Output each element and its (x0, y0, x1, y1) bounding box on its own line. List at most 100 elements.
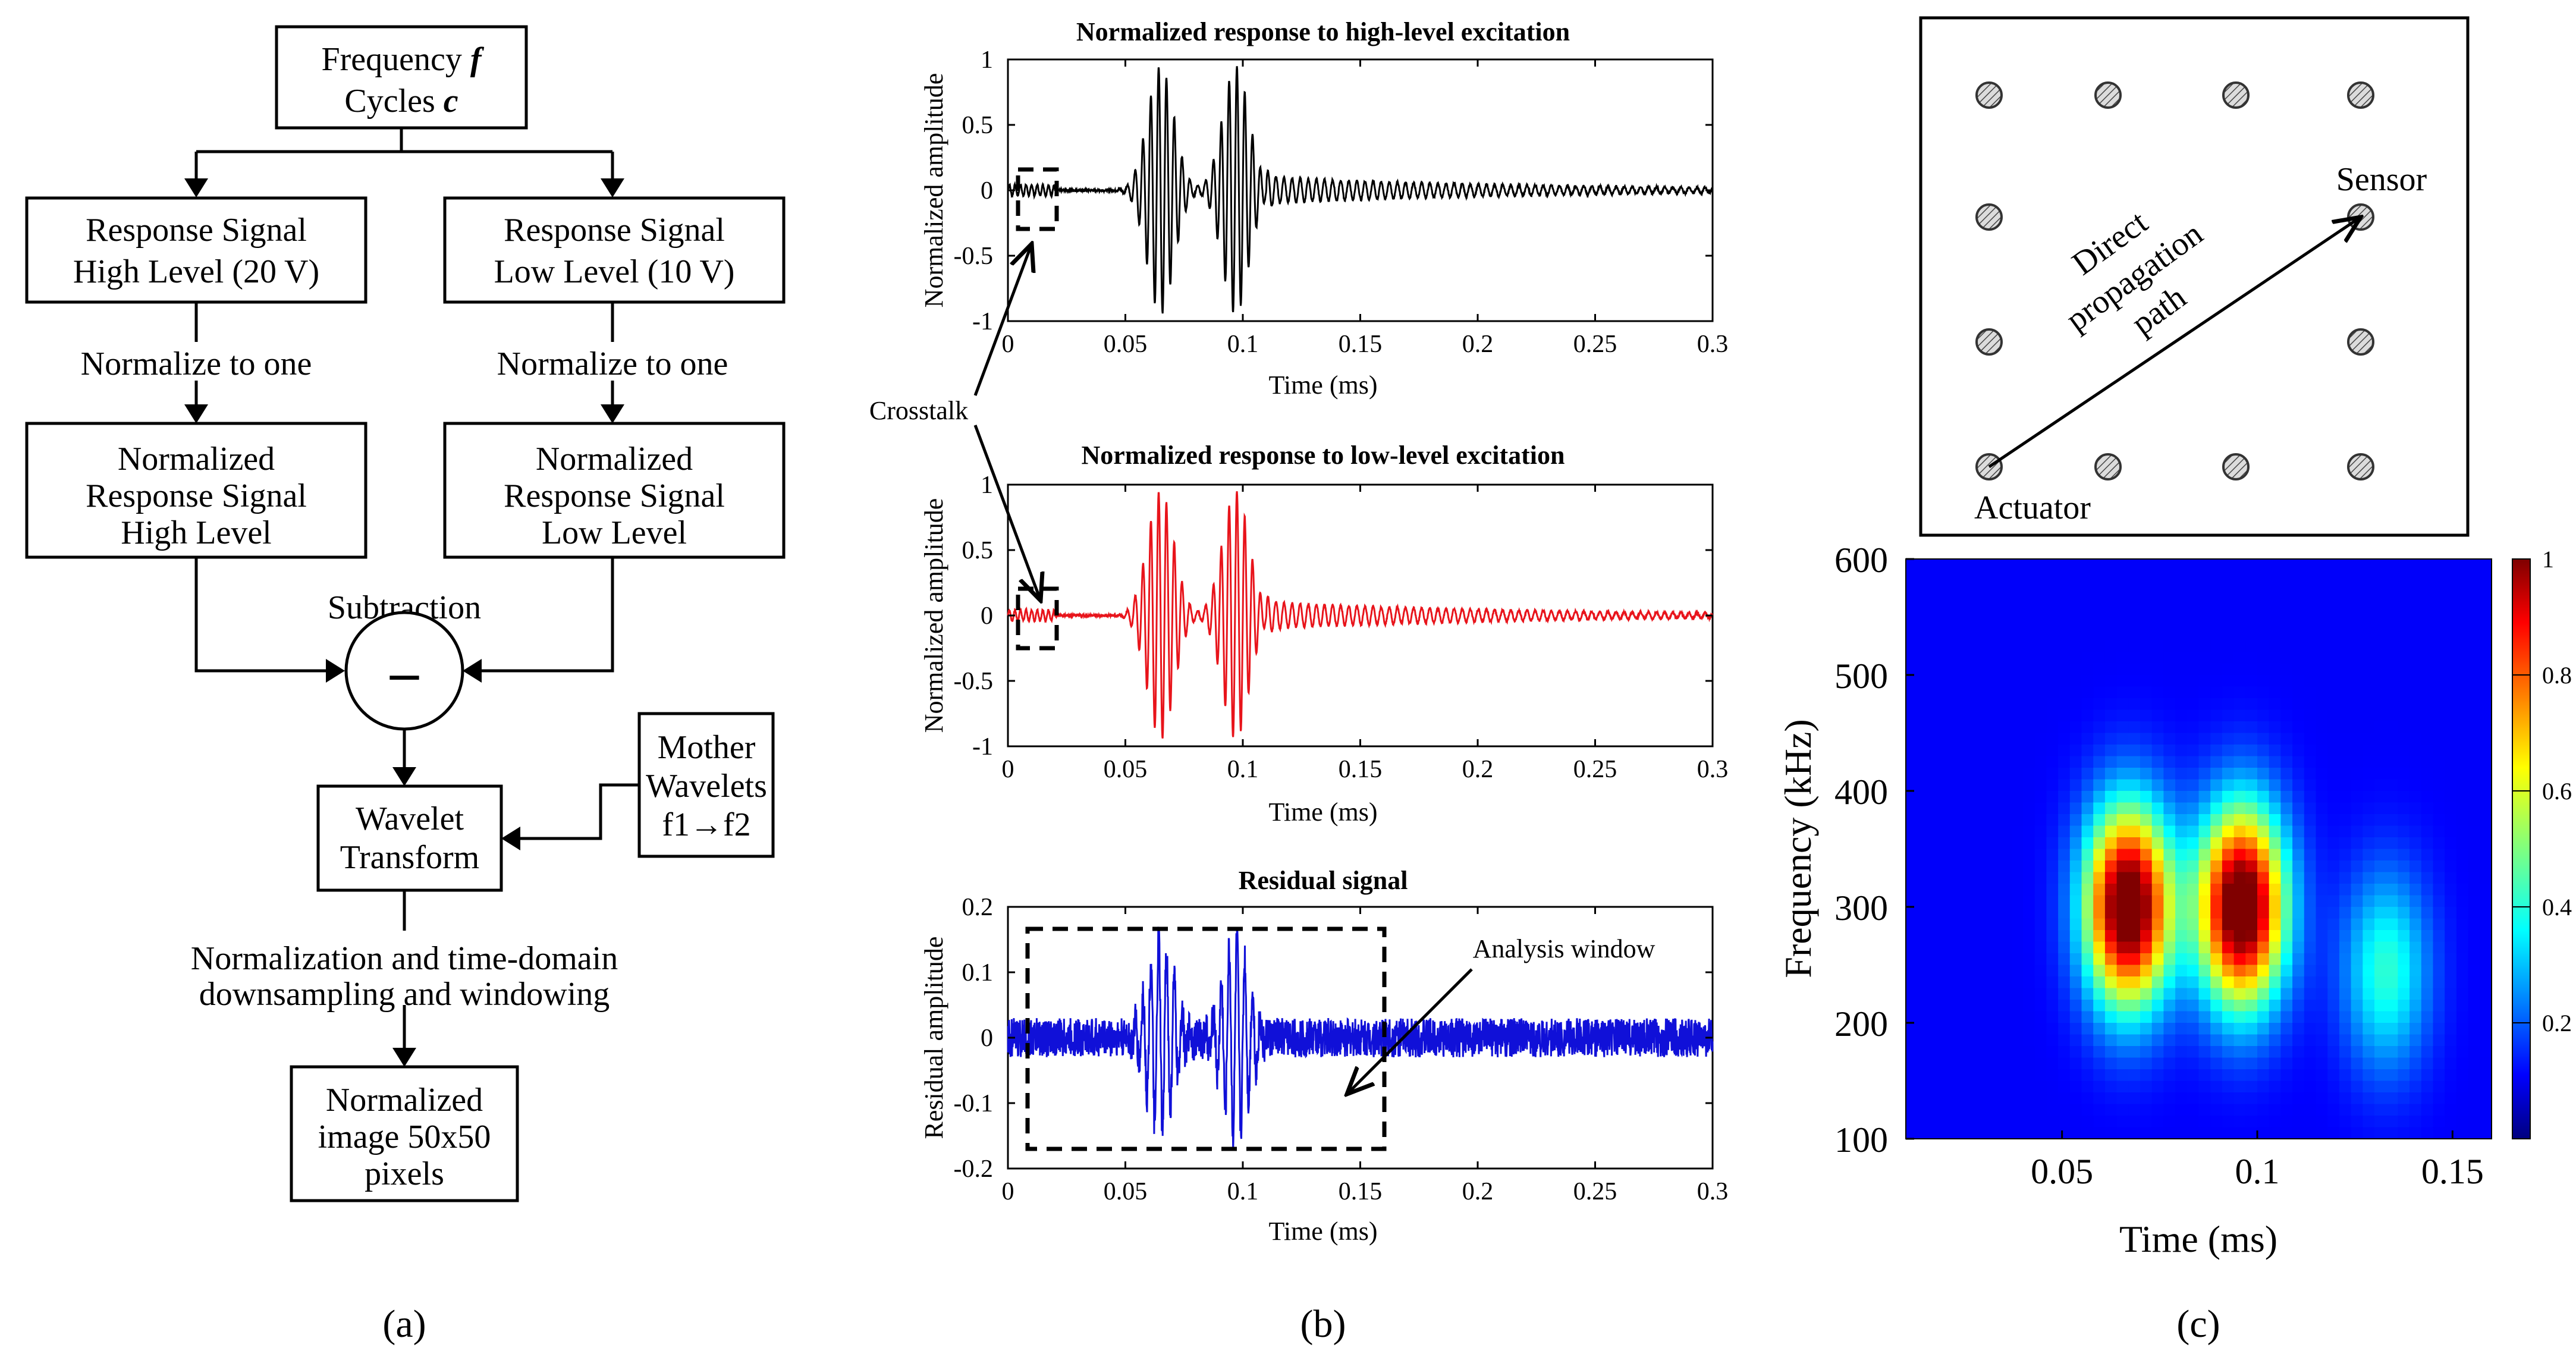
heatmap-cell (2104, 721, 2118, 734)
heatmap-cell (2163, 629, 2176, 641)
heatmap-cell (1941, 1116, 1953, 1128)
heatmap-cell (1964, 1104, 1977, 1116)
heatmap-cell (1917, 617, 1930, 629)
heatmap-cell (2327, 825, 2340, 838)
heatmap-cell (2280, 698, 2293, 711)
heatmap-cell (2081, 907, 2094, 919)
heatmap-cell (2210, 652, 2223, 664)
heatmap-cell (1964, 663, 1977, 676)
heatmap-cell (2327, 745, 2340, 757)
heatmap-cell (2222, 582, 2235, 595)
heatmap-cell (2433, 965, 2445, 977)
heatmap-cell (2421, 652, 2434, 664)
heatmap-cell (2292, 721, 2305, 734)
heatmap-cell (2445, 1081, 2457, 1093)
heatmap-cell (1964, 605, 1977, 618)
heatmap-cell (2480, 965, 2492, 977)
heatmap-cell (2480, 1011, 2492, 1023)
heatmap-cell (2245, 860, 2258, 873)
heatmap-cell (2198, 1000, 2211, 1012)
heatmap-cell (2433, 1023, 2445, 1035)
heatmap-cell (2175, 953, 2188, 966)
heatmap-cell (2046, 686, 2059, 699)
heatmap-cell (2327, 768, 2340, 780)
heatmap-cell (2480, 1046, 2492, 1059)
plate-diagram: Sensor Actuator Direct propagation path (1919, 16, 2470, 537)
heatmap-cell (2456, 570, 2469, 583)
heatmap-cell (1987, 1000, 2000, 1012)
heatmap-cell (2327, 976, 2340, 989)
heatmap-cell (2046, 745, 2059, 757)
heatmap-cell (2433, 582, 2445, 595)
heatmap-cell (2140, 825, 2153, 838)
heatmap-cell (2128, 1116, 2141, 1128)
heatmap-cell (2222, 941, 2235, 954)
heatmap-cell (2198, 814, 2211, 827)
heatmap-cell (2269, 941, 2281, 954)
heatmap-cell (2363, 582, 2375, 595)
heatmap-cell (1917, 988, 1930, 1000)
heatmap-cell (2409, 593, 2422, 606)
heatmap-cell (2104, 976, 2118, 989)
heatmap-cell (2210, 733, 2223, 745)
heatmap-cell (2210, 745, 2223, 757)
heatmap-cell (1987, 559, 2000, 571)
heatmap-cell (2398, 1104, 2410, 1116)
heatmap-cell (2386, 768, 2398, 780)
heatmap-cell (2292, 629, 2305, 641)
heatmap-cell (2163, 884, 2176, 896)
heatmap-cell (2363, 791, 2375, 803)
heatmap-cell (2409, 895, 2422, 907)
heatmap-cell (2316, 652, 2328, 664)
heatmap-cell (2233, 814, 2246, 827)
heatmap-cell (2058, 941, 2071, 954)
heatmap-cell (2433, 1092, 2445, 1105)
heatmap-cell (2187, 965, 2200, 977)
heatmap-cell (2081, 1127, 2094, 1139)
y-tick-label: -1 (972, 733, 993, 761)
heatmap-cell (2409, 849, 2422, 861)
heatmap-cell (2257, 791, 2270, 803)
heatmap-cell (1987, 768, 2000, 780)
heatmap-cell (2034, 1000, 2047, 1012)
heatmap-cell (2280, 918, 2293, 931)
heatmap-cell (2245, 721, 2258, 734)
heatmap-cell (2351, 1034, 2363, 1047)
heatmap-cell (2081, 965, 2094, 977)
heatmap-cell (2140, 791, 2153, 803)
heatmap-cell (1929, 629, 1942, 641)
panel-label-c: (c) (2176, 1302, 2220, 1346)
heatmap-cell (2210, 1000, 2223, 1012)
transducer-grid (1975, 81, 2374, 480)
subtraction-connectors (194, 557, 614, 673)
heatmap-cell (2304, 1104, 2317, 1116)
panel-label-a: (a) (382, 1302, 426, 1346)
heatmap-cell (2023, 605, 2035, 618)
heatmap-cell (2140, 1104, 2153, 1116)
heatmap-cell (2433, 814, 2445, 827)
heatmap-cell (2140, 814, 2153, 827)
heatmap-cell (1999, 1034, 2012, 1047)
heatmap-cell (2327, 791, 2340, 803)
heatmap-cell (2175, 721, 2188, 734)
heatmap-cell (2151, 745, 2164, 757)
heatmap-cell (2339, 721, 2352, 734)
heatmap-cell (2058, 1000, 2071, 1012)
heatmap-cell (2374, 849, 2387, 861)
heatmap-cell (2116, 941, 2129, 954)
heatmap-cell (2269, 1081, 2281, 1093)
heatmap-cell (2175, 1034, 2188, 1047)
heatmap-cell (1999, 941, 2012, 954)
heatmap-cell (2163, 756, 2176, 768)
heatmap-cell (2351, 802, 2363, 815)
wavelet-line1: Wavelet (356, 800, 464, 837)
heatmap-cell (1952, 1011, 1965, 1023)
heatmap-cell (1929, 652, 1942, 664)
heatmap-cell (2468, 617, 2480, 629)
heatmap-cell (2374, 907, 2387, 919)
heatmap-cell (2339, 1034, 2352, 1047)
heatmap-cell (2163, 593, 2176, 606)
heatmap-cell (2023, 779, 2035, 791)
heatmap-cell (2409, 1069, 2422, 1082)
heatmap-cell (2445, 582, 2457, 595)
